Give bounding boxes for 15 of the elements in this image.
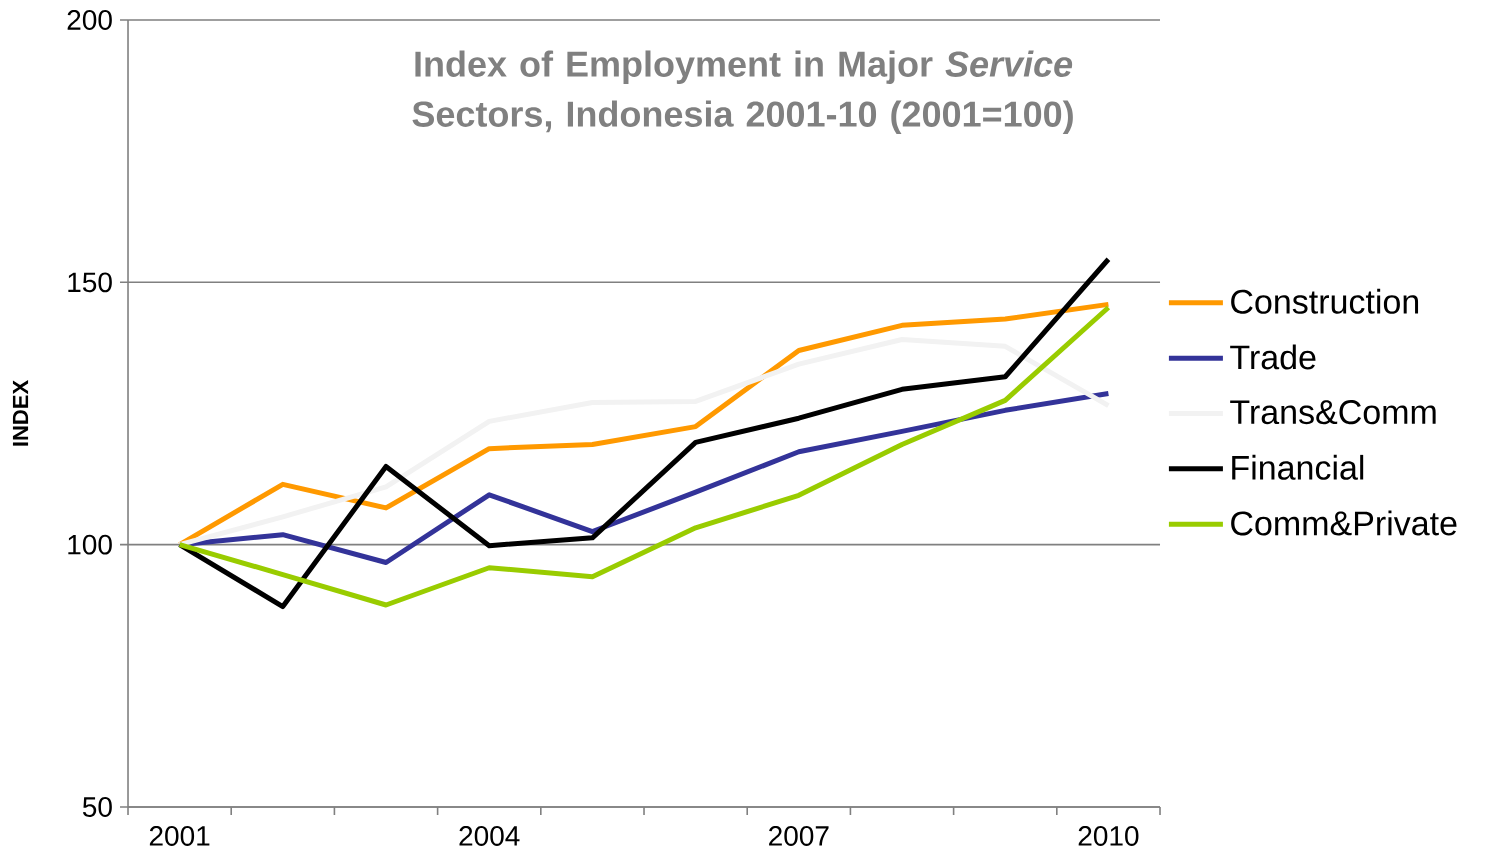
y-tick-label: 50	[82, 797, 112, 817]
y-tick-label: 150	[68, 272, 112, 293]
legend-label: Financial	[1232, 454, 1364, 480]
legend-label: Construction	[1231, 288, 1419, 314]
x-tick-label: 2010	[1078, 826, 1139, 846]
legend-label: Trans&Comm	[1230, 400, 1436, 425]
y-tick-label: 200	[67, 10, 112, 30]
x-tick-label: 2001	[149, 826, 210, 846]
legend-label: Comm&Private	[1231, 510, 1457, 536]
y-tick-label: 100	[68, 534, 112, 555]
legend-label: Trade	[1230, 344, 1316, 370]
x-tick-label: 2004	[459, 826, 520, 846]
text: Index of Employment in Major Service Sectors, Indonesia 2001-10 (2001=100)	[412, 50, 1073, 135]
y-axis-title: INDEX	[12, 380, 29, 446]
x-tick-label: 2007	[769, 826, 829, 846]
